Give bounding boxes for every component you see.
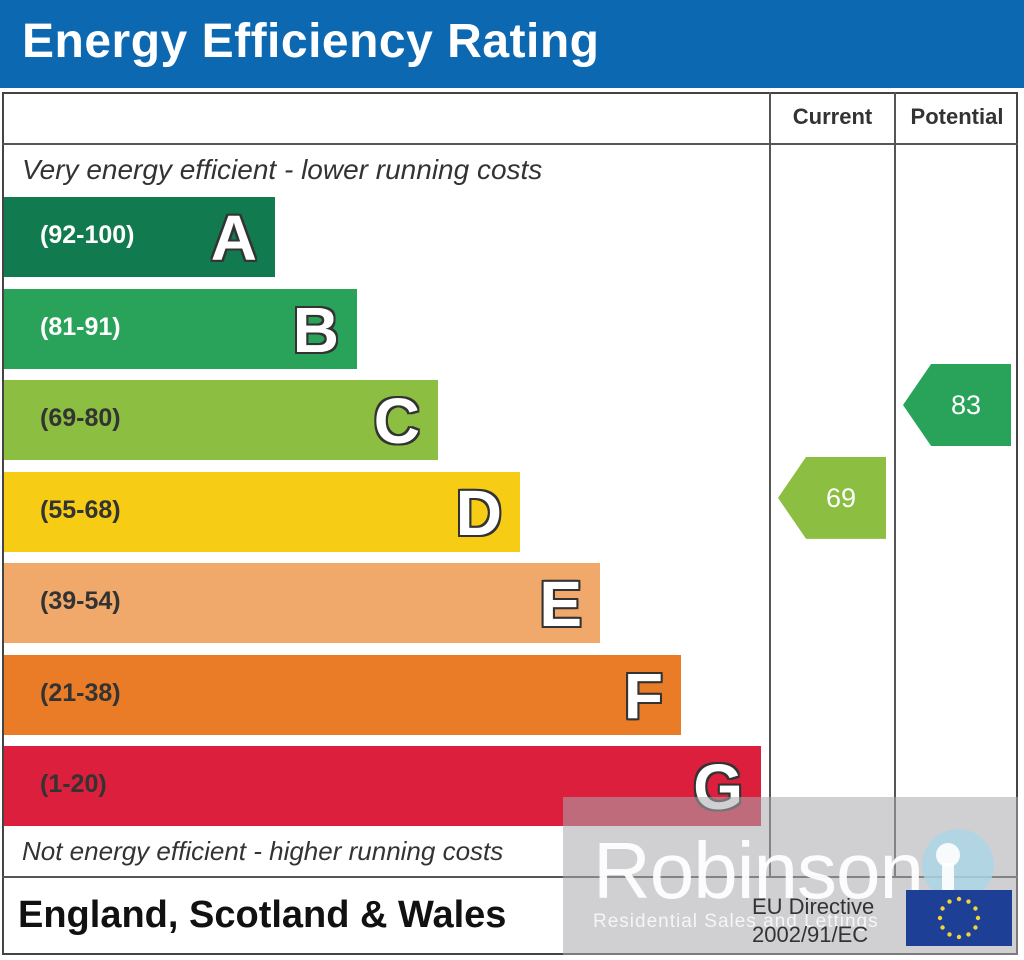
efficient-caption: Very energy efficient - lower running co… <box>22 154 543 185</box>
band-letter: B <box>292 293 339 366</box>
band-letter: D <box>455 476 502 549</box>
footer-divider <box>2 876 1018 878</box>
eu-star-icon <box>975 915 981 921</box>
eu-star-icon <box>947 932 952 937</box>
band-letter: E <box>539 568 582 640</box>
band-b: (81-91) B <box>4 288 357 369</box>
band-letter: F <box>623 659 663 732</box>
potential-column-divider <box>894 92 896 878</box>
band-range: (55-68) <box>40 495 121 524</box>
potential-rating-value: 83 <box>950 390 982 421</box>
watermark-tagline: Residential Sales and Lettings <box>593 911 879 932</box>
band-f: (21-38) F <box>4 654 681 735</box>
header-bar: Energy Efficiency Rating <box>0 0 1024 88</box>
robinson-logo-icon <box>922 829 994 901</box>
eu-star-icon <box>966 899 971 904</box>
eu-flag-icon <box>906 890 1012 946</box>
directive-line-2: 2002/91/EC <box>752 922 869 947</box>
current-rating-value: 69 <box>825 482 857 513</box>
band-e: (39-54) E <box>4 563 600 643</box>
eu-directive: EU Directive 2002/91/EC <box>752 893 874 949</box>
potential-column-header: Potential <box>910 104 1004 129</box>
eu-star-icon <box>940 925 945 930</box>
band-range: (21-38) <box>40 678 121 707</box>
current-column-divider <box>769 92 771 878</box>
robinson-watermark: Robinson Residential Sales and Lettings <box>563 797 1018 955</box>
band-c: (69-80) C <box>4 380 438 460</box>
band-range: (69-80) <box>40 404 121 432</box>
eu-star-icon <box>973 925 978 930</box>
eu-star-icon <box>937 915 943 921</box>
band-letter: C <box>373 385 420 457</box>
region-label: England, Scotland & Wales <box>18 894 507 936</box>
band-range: (1-20) <box>40 770 107 798</box>
band-range: (39-54) <box>40 587 121 615</box>
current-column-header: Current <box>792 104 873 129</box>
eu-star-icon <box>956 896 962 902</box>
header-divider <box>2 143 1018 145</box>
band-range: (92-100) <box>40 221 135 249</box>
eu-star-icon <box>973 906 978 911</box>
inefficient-caption: Not energy efficient - higher running co… <box>22 836 504 866</box>
band-range: (81-91) <box>40 312 121 341</box>
eu-star-icon <box>956 934 962 940</box>
band-a: (92-100) A <box>4 197 275 277</box>
eu-star-icon <box>940 906 945 911</box>
eu-star-icon <box>947 899 952 904</box>
eu-star-icon <box>966 932 971 937</box>
directive-line-1: EU Directive <box>752 894 875 919</box>
band-d: (55-68) D <box>4 471 520 552</box>
watermark-name: Robinson <box>593 826 924 915</box>
page-title: Energy Efficiency Rating <box>22 15 600 68</box>
band-letter: A <box>210 202 257 274</box>
chart-frame <box>2 92 1018 955</box>
